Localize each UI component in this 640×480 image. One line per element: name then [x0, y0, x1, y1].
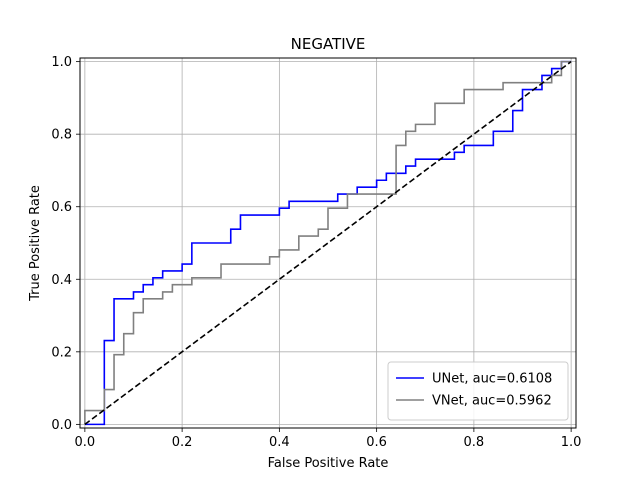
- x-tick-label: 0.4: [269, 435, 290, 450]
- x-axis: 0.0 0.2 0.4 0.6 0.8 1.0: [75, 428, 582, 450]
- legend-entry: VNet, auc=0.5962: [432, 394, 552, 409]
- chance-diagonal-line: [84, 60, 572, 426]
- x-axis-label: False Positive Rate: [268, 456, 389, 471]
- legend-box: [387, 361, 569, 421]
- legend-entry: UNet, auc=0.6108: [432, 372, 552, 387]
- x-tick-label: 0.0: [75, 435, 96, 450]
- series-layer: [84, 60, 572, 426]
- legend: UNet, auc=0.6108 VNet, auc=0.5962: [387, 361, 569, 421]
- series-line-1: [84, 60, 572, 425]
- x-tick-label: 0.2: [172, 435, 193, 450]
- y-tick-label: 0.0: [51, 418, 72, 433]
- y-tick-label: 0.2: [51, 345, 72, 360]
- y-axis-label: True Positive Rate: [28, 185, 43, 302]
- x-tick-label: 1.0: [561, 435, 582, 450]
- y-tick-label: 1.0: [51, 55, 72, 70]
- y-tick-label: 0.8: [51, 128, 72, 143]
- plot-frame: [79, 57, 577, 429]
- chart-title: NEGATIVE: [291, 35, 366, 53]
- x-tick-label: 0.8: [464, 435, 485, 450]
- x-tick-label: 0.6: [366, 435, 387, 450]
- y-tick-label: 0.4: [51, 273, 72, 288]
- y-tick-label: 0.6: [51, 200, 72, 215]
- y-axis: 0.0 0.2 0.4 0.6 0.8 1.0: [51, 55, 80, 433]
